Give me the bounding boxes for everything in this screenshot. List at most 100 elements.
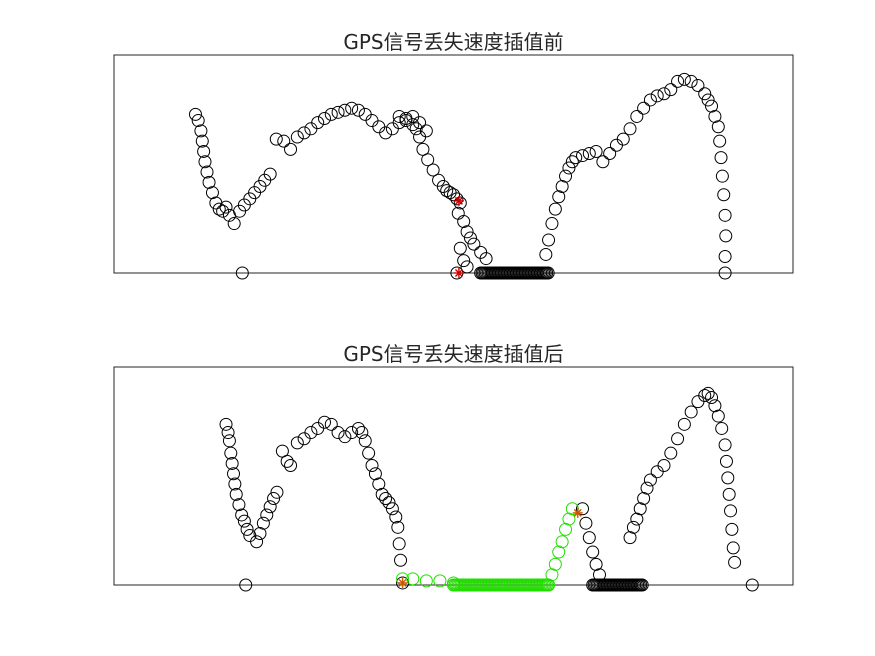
point-0-0-34 [351, 103, 365, 117]
point-0-0-101 [708, 109, 722, 123]
point-0-0-21 [263, 167, 277, 181]
point-0-0-35 [358, 107, 372, 121]
point-1-0-64 [664, 446, 678, 460]
point-0-0-37 [372, 120, 386, 134]
point-0-0-64 [467, 237, 481, 251]
point-0-0-87 [623, 122, 637, 136]
point-0-0-71 [542, 233, 556, 247]
point-0-0-100 [705, 99, 719, 113]
point-0-0-14 [227, 217, 241, 231]
point-0-0-25 [290, 130, 304, 144]
point-0-0-57 [447, 188, 460, 202]
point-0-0-40 [392, 116, 406, 130]
point-1-0-82 [728, 555, 742, 569]
point-0-0-69 [460, 260, 474, 274]
point-0-0-2 [194, 124, 208, 138]
point-1-0-19 [270, 485, 284, 499]
point-1-0-70 [701, 386, 715, 400]
point-1-0-71 [705, 391, 719, 405]
point-0-0-75 [555, 179, 569, 193]
point-1-0-52 [586, 545, 600, 559]
point-1-0-43 [389, 510, 403, 524]
point-1-0-50 [579, 516, 593, 530]
point-1-0-45 [392, 537, 406, 551]
point-1-0-62 [650, 465, 664, 479]
point-1-0-66 [677, 417, 691, 431]
point-0-0-108 [719, 229, 733, 243]
point-0-0-105 [715, 169, 729, 183]
point-0-0-61 [457, 215, 471, 228]
point-1-0-76 [719, 454, 733, 468]
point-0-0-112 [718, 266, 732, 280]
point-1-1-10 [559, 522, 573, 536]
point-1-0-31 [345, 426, 359, 440]
point-1-0-51 [582, 531, 596, 545]
point-1-1-3 [433, 574, 447, 588]
point-0-0-10 [212, 202, 226, 216]
point-0-0-92 [657, 87, 671, 101]
point-1-0-61 [643, 473, 657, 487]
point-1-0-78 [722, 487, 736, 501]
point-1-0-22 [284, 459, 298, 473]
point-0-0-98 [698, 87, 712, 101]
point-1-0-28 [324, 417, 338, 431]
point-0-0-102 [711, 120, 725, 134]
point-0-0-91 [650, 89, 664, 103]
point-0-0-76 [559, 169, 573, 183]
point-1-0-53 [589, 557, 603, 571]
point-0-0-12 [219, 200, 233, 214]
point-0-0-39 [385, 122, 399, 136]
point-1-0-74 [715, 421, 729, 435]
point-1-0-21 [280, 454, 294, 468]
point-0-0-74 [552, 190, 566, 204]
point-0-0-24 [284, 142, 298, 156]
point-0-0-89 [637, 101, 651, 115]
point-0-0-81 [582, 147, 596, 161]
point-0-0-107 [718, 208, 732, 222]
point-0-0-45 [392, 109, 406, 123]
point-1-1-8 [552, 545, 566, 559]
point-0-0-73 [548, 202, 562, 216]
point-1-0-80 [725, 522, 739, 536]
point-0-0-29 [317, 112, 331, 125]
point-0-0-3 [195, 134, 209, 148]
point-1-0-29 [331, 426, 345, 440]
point-1-0-1 [221, 426, 235, 440]
point-1-1-1 [406, 572, 420, 586]
point-1-1-2 [419, 574, 433, 588]
point-1-0-16 [260, 508, 274, 522]
plot-frame-1 [113, 366, 794, 586]
point-1-0-56 [626, 520, 640, 534]
point-0-0-90 [643, 93, 657, 107]
point-1-1-7 [548, 557, 562, 571]
point-1-0-79 [724, 504, 738, 518]
point-0-0-0 [188, 107, 202, 121]
point-1-0-10 [237, 514, 251, 528]
point-0-0-36 [365, 114, 379, 128]
point-0-0-106 [717, 188, 731, 202]
plot-area-1 [219, 386, 759, 592]
point-0-0-95 [677, 72, 691, 86]
point-0-0-52 [426, 163, 440, 177]
point-0-0-77 [562, 161, 576, 175]
point-1-0-67 [684, 405, 698, 419]
point-0-0-94 [671, 74, 685, 88]
point-1-0-73 [711, 409, 725, 423]
point-1-0-59 [637, 491, 651, 505]
point-1-0-6 [228, 477, 242, 491]
point-1-0-117 [635, 578, 649, 592]
point-0-0-5 [198, 155, 212, 169]
point-1-0-39 [375, 487, 389, 501]
point-1-1-9 [555, 535, 569, 549]
point-1-0-4 [225, 456, 239, 470]
point-0-0-103 [713, 134, 727, 148]
point-1-0-9 [235, 508, 249, 522]
point-0-0-32 [338, 103, 352, 117]
point-1-0-49 [576, 502, 590, 516]
point-1-0-23 [290, 436, 304, 450]
point-0-0-58 [450, 192, 464, 206]
point-0-0-4 [197, 144, 211, 158]
point-1-0-83 [745, 578, 759, 592]
point-0-0-84 [603, 147, 617, 161]
point-1-0-0 [219, 417, 233, 431]
